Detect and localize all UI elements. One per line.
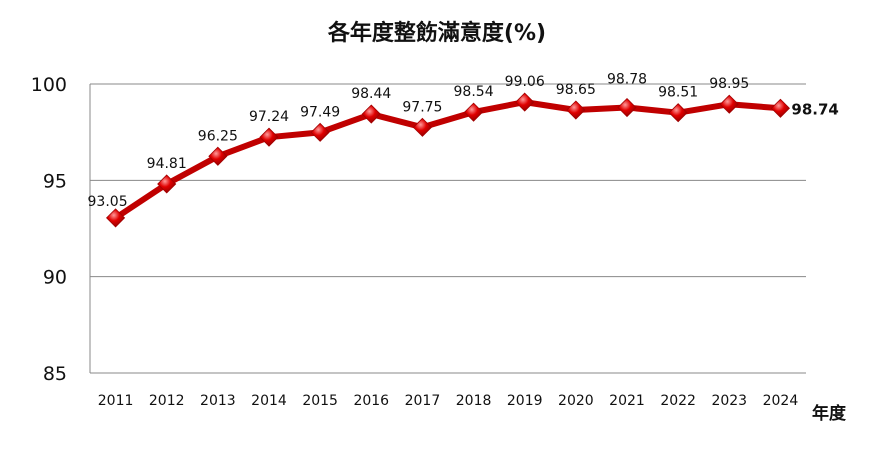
- data-point-marker: [208, 146, 228, 166]
- data-label: 98.74: [791, 100, 838, 118]
- data-label: 96.25: [198, 128, 238, 144]
- x-tick-label: 2011: [98, 393, 134, 409]
- y-tick-label: 100: [31, 74, 67, 96]
- x-tick-label: 2015: [302, 393, 338, 409]
- marker-layer: [106, 92, 790, 228]
- y-tick-label: 85: [43, 363, 67, 385]
- data-point-marker: [566, 100, 586, 120]
- data-label: 97.24: [249, 109, 289, 125]
- data-label: 93.05: [88, 194, 128, 210]
- data-label: 97.49: [300, 104, 340, 120]
- x-tick-label: 2018: [456, 393, 492, 409]
- data-label: 98.54: [454, 84, 494, 100]
- x-tick-label: 2020: [558, 393, 594, 409]
- data-point-marker: [259, 127, 279, 147]
- data-point-marker: [106, 208, 126, 228]
- y-axis-ticks: 100 95 90 85: [31, 74, 67, 385]
- data-label: 98.95: [709, 76, 749, 92]
- data-point-marker: [310, 122, 330, 142]
- x-tick-label: 2012: [149, 393, 185, 409]
- data-label: 98.78: [607, 72, 647, 88]
- data-label: 98.51: [658, 85, 698, 101]
- data-label: 98.65: [556, 82, 596, 98]
- data-point-marker: [617, 97, 637, 118]
- x-tick-label: 2014: [251, 393, 287, 409]
- x-tick-label: 2016: [353, 393, 389, 409]
- x-tick-label: 2022: [660, 393, 696, 409]
- data-point-marker: [770, 98, 790, 118]
- data-point-marker: [464, 102, 484, 122]
- x-tick-label: 2013: [200, 393, 236, 409]
- x-tick-label: 2017: [405, 393, 441, 409]
- data-point-marker: [412, 117, 432, 137]
- data-label: 97.75: [402, 99, 442, 115]
- data-label: 94.81: [147, 156, 187, 172]
- y-tick-label: 95: [43, 170, 67, 192]
- data-label-layer: 93.05 94.81 96.25 97.24 97.49 98.44 97.75 98.54…: [88, 72, 839, 210]
- y-tick-label: 90: [43, 267, 67, 289]
- x-tick-label: 2019: [507, 393, 543, 409]
- data-point-marker: [719, 94, 739, 114]
- chart-title: 各年度整飭滿意度(%): [327, 20, 546, 46]
- data-point-marker: [361, 104, 381, 124]
- data-label: 99.06: [505, 74, 545, 90]
- x-tick-label: 2024: [763, 393, 799, 409]
- x-axis-title: 年度: [812, 403, 847, 424]
- data-label: 98.44: [351, 86, 391, 102]
- grid-layer: [89, 83, 806, 374]
- data-point-marker: [157, 174, 177, 194]
- data-point-marker: [668, 103, 688, 123]
- x-axis-ticks: 2011 2012 2013 2014 2015 2016 2017 2018 2019 2020…: [98, 393, 799, 409]
- x-tick-label: 2021: [609, 393, 645, 409]
- data-point-marker: [515, 92, 535, 112]
- x-tick-label: 2023: [711, 393, 747, 409]
